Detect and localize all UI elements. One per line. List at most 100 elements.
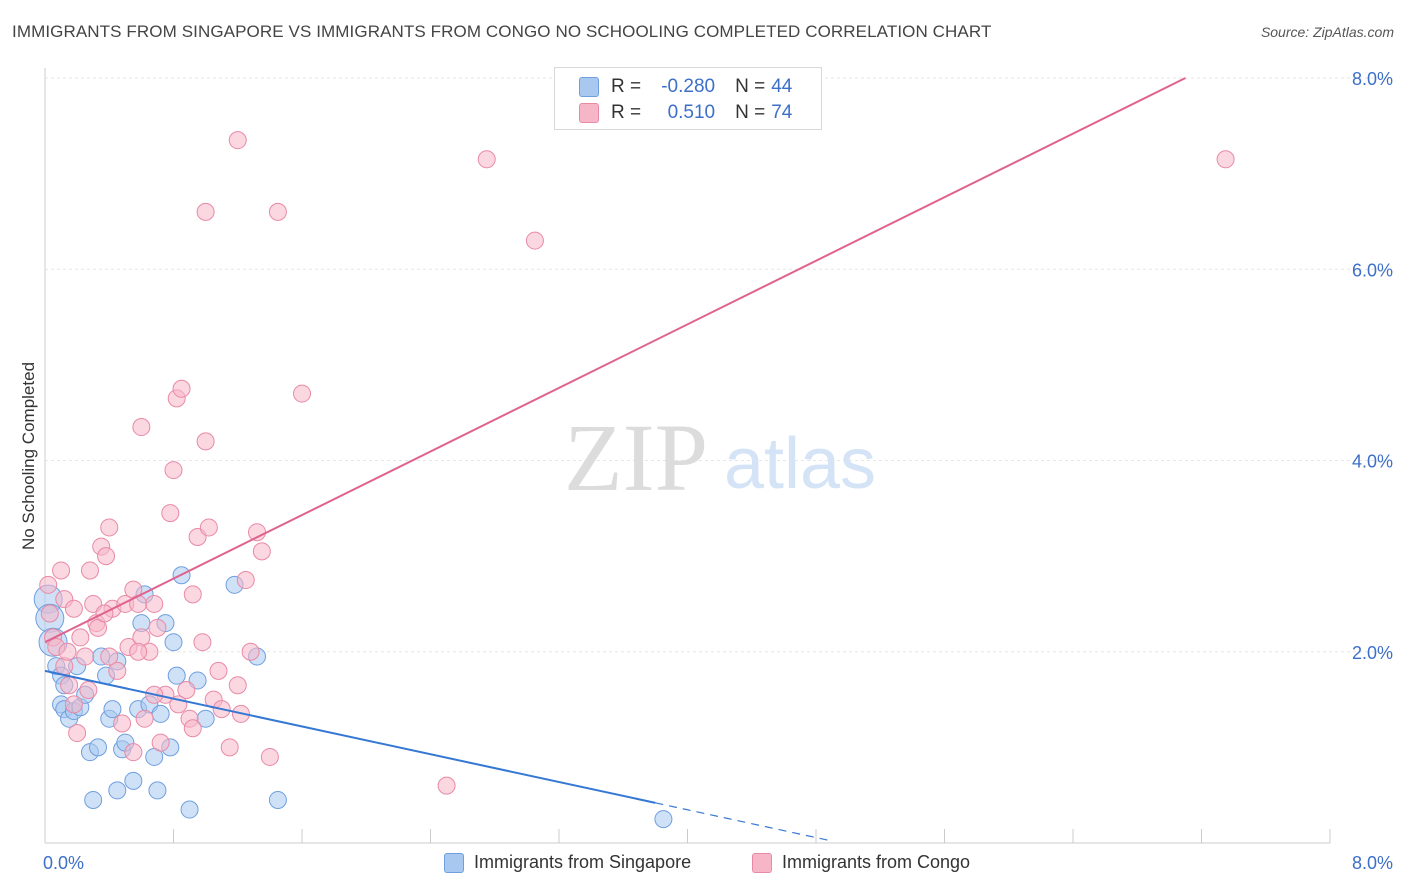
point-congo bbox=[100, 647, 119, 666]
point-congo bbox=[196, 202, 215, 221]
point-congo bbox=[113, 714, 132, 733]
point-congo bbox=[68, 724, 87, 743]
point-congo bbox=[236, 571, 255, 590]
point-congo bbox=[172, 379, 191, 398]
point-congo bbox=[183, 719, 202, 738]
scatter-points bbox=[33, 131, 1235, 829]
point-congo bbox=[252, 542, 271, 561]
y-tick-label: 6.0% bbox=[1352, 260, 1393, 280]
point-congo bbox=[260, 747, 279, 766]
point-congo bbox=[39, 575, 58, 594]
legend-label-congo: Immigrants from Congo bbox=[782, 852, 971, 872]
point-congo bbox=[228, 131, 247, 150]
point-congo bbox=[58, 642, 77, 661]
legend-r-value: 0.510 bbox=[667, 102, 716, 123]
point-congo bbox=[193, 633, 212, 652]
point-congo bbox=[268, 202, 287, 221]
y-tick-label: 4.0% bbox=[1352, 452, 1393, 472]
point-congo bbox=[151, 733, 170, 752]
legend-swatch-singapore bbox=[444, 852, 464, 873]
legend-n-value: 74 bbox=[771, 102, 793, 123]
point-congo bbox=[76, 647, 95, 666]
point-congo bbox=[196, 432, 215, 451]
watermark-zip: ZIP bbox=[564, 404, 708, 511]
point-congo bbox=[148, 618, 167, 637]
point-singapore bbox=[148, 781, 167, 800]
point-congo bbox=[437, 776, 456, 795]
point-singapore bbox=[124, 771, 143, 790]
point-congo bbox=[228, 676, 247, 695]
point-singapore bbox=[180, 800, 199, 819]
point-congo bbox=[164, 461, 183, 480]
watermark-atlas: atlas bbox=[724, 424, 876, 504]
point-congo bbox=[199, 518, 218, 537]
point-singapore bbox=[89, 738, 108, 757]
point-congo bbox=[1216, 150, 1235, 169]
legend-r-label: R = bbox=[611, 102, 642, 123]
point-congo bbox=[108, 661, 127, 680]
point-congo bbox=[80, 561, 99, 580]
point-congo bbox=[124, 743, 143, 762]
point-congo bbox=[71, 628, 90, 647]
point-singapore bbox=[151, 704, 170, 723]
trend-line-congo bbox=[44, 77, 1186, 644]
trend-line-singapore bbox=[44, 669, 656, 804]
point-congo bbox=[97, 547, 116, 566]
point-congo bbox=[209, 661, 228, 680]
grid-lines bbox=[45, 77, 1390, 653]
legend-swatch-congo bbox=[579, 103, 599, 123]
point-congo bbox=[477, 150, 496, 169]
source-label: Source: ZipAtlas.com bbox=[1260, 24, 1394, 40]
y-axis-title: No Schooling Completed bbox=[19, 362, 38, 550]
point-singapore bbox=[268, 790, 287, 809]
legend-swatch-singapore bbox=[579, 77, 599, 97]
point-congo bbox=[64, 599, 83, 618]
legend-n-value: 44 bbox=[771, 76, 793, 97]
trend-line-singapore-extension bbox=[655, 802, 833, 842]
point-congo bbox=[60, 676, 79, 695]
legend-r-label: R = bbox=[611, 76, 642, 97]
point-singapore bbox=[84, 790, 103, 809]
point-congo bbox=[183, 585, 202, 604]
x-tick-label: 0.0% bbox=[43, 853, 84, 873]
point-congo bbox=[100, 518, 119, 537]
x-tick-label: 8.0% bbox=[1352, 853, 1393, 873]
series-legend: Immigrants from Singapore Immigrants fro… bbox=[0, 852, 1406, 878]
point-congo bbox=[135, 709, 154, 728]
point-singapore bbox=[167, 666, 186, 685]
legend-row-singapore: R = -0.280 N = 44 bbox=[579, 75, 805, 99]
point-congo bbox=[525, 231, 544, 250]
watermark: ZIP atlas bbox=[564, 404, 876, 511]
point-congo bbox=[52, 561, 71, 580]
legend-r-value: -0.280 bbox=[661, 76, 716, 97]
axes bbox=[44, 68, 1331, 844]
legend-item-congo: Immigrants from Congo bbox=[752, 852, 970, 873]
point-congo bbox=[161, 504, 180, 523]
correlation-legend: R = -0.280 N = 44 R = 0.510 N = 74 bbox=[554, 67, 822, 130]
legend-n-label: N = bbox=[735, 76, 766, 97]
point-congo bbox=[79, 681, 98, 699]
point-congo bbox=[293, 384, 311, 403]
legend-swatch-congo bbox=[752, 852, 772, 873]
point-congo bbox=[220, 738, 239, 757]
legend-item-singapore: Immigrants from Singapore bbox=[444, 852, 691, 873]
point-congo bbox=[145, 594, 164, 613]
point-singapore bbox=[164, 633, 183, 652]
tick-labels: 2.0% 4.0% 6.0% 8.0% 0.0% 8.0% bbox=[43, 69, 1393, 873]
legend-row-congo: R = 0.510 N = 74 bbox=[579, 101, 805, 125]
legend-n-label: N = bbox=[735, 102, 766, 123]
chart-title: IMMIGRANTS FROM SINGAPORE VS IMMIGRANTS … bbox=[12, 22, 992, 41]
point-congo bbox=[241, 642, 260, 661]
trend-lines bbox=[44, 77, 1186, 842]
point-congo bbox=[40, 604, 59, 623]
point-congo bbox=[64, 695, 83, 714]
point-singapore bbox=[103, 700, 122, 719]
point-singapore bbox=[654, 810, 673, 829]
y-tick-label: 8.0% bbox=[1352, 69, 1393, 89]
point-congo bbox=[132, 418, 151, 437]
point-congo bbox=[129, 642, 148, 661]
legend-label-singapore: Immigrants from Singapore bbox=[474, 852, 692, 872]
point-congo bbox=[177, 681, 196, 699]
y-tick-label: 2.0% bbox=[1352, 643, 1393, 663]
